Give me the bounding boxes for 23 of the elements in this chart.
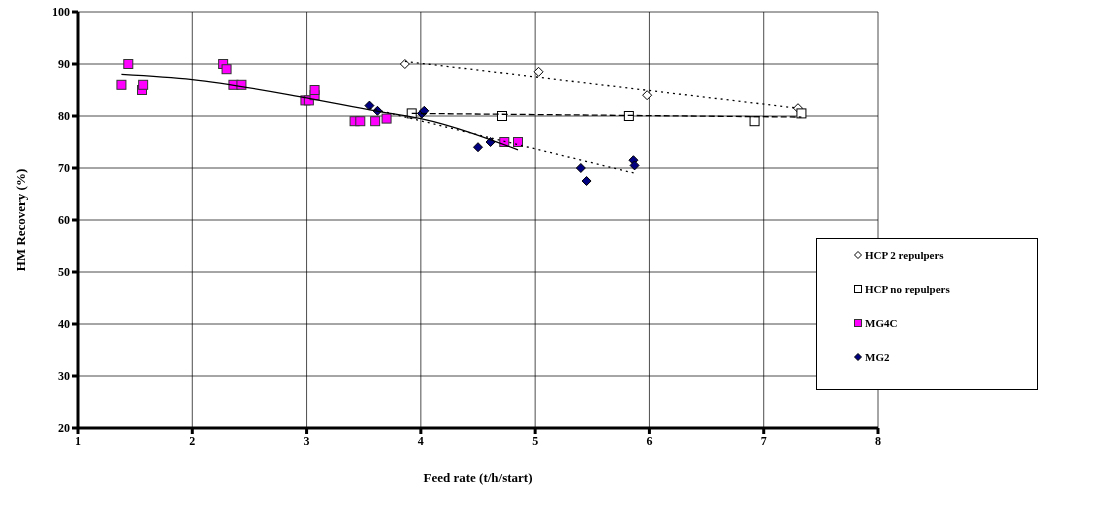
legend-label: MG2 (865, 351, 890, 363)
y-tick-label: 90 (58, 57, 70, 72)
x-tick-label: 8 (875, 433, 881, 448)
y-axis-title: HM Recovery (%) (12, 168, 28, 272)
x-tick-label: 1 (75, 433, 81, 448)
legend-label: MG4C (865, 317, 898, 329)
legend-label: HCP 2 repulpers (865, 249, 944, 261)
y-tick-label: 70 (58, 161, 70, 176)
y-tick-label: 40 (58, 317, 70, 332)
x-tick-label: 3 (303, 433, 310, 448)
x-tick-label: 6 (646, 433, 653, 448)
x-tick-label: 4 (417, 433, 424, 448)
y-tick-label: 30 (58, 369, 70, 384)
y-tick-label: 50 (58, 265, 70, 280)
y-tick-label: 60 (58, 213, 70, 228)
y-tick-label: 80 (58, 109, 70, 124)
x-tick-label: 7 (760, 433, 767, 448)
y-tick-label: 20 (58, 421, 70, 436)
x-tick-label: 2 (189, 433, 196, 448)
x-axis-title: Feed rate (t/h/start) (423, 470, 533, 485)
x-tick-label: 5 (532, 433, 539, 448)
y-tick-label: 100 (52, 5, 70, 20)
legend-label: HCP no repulpers (865, 283, 950, 295)
